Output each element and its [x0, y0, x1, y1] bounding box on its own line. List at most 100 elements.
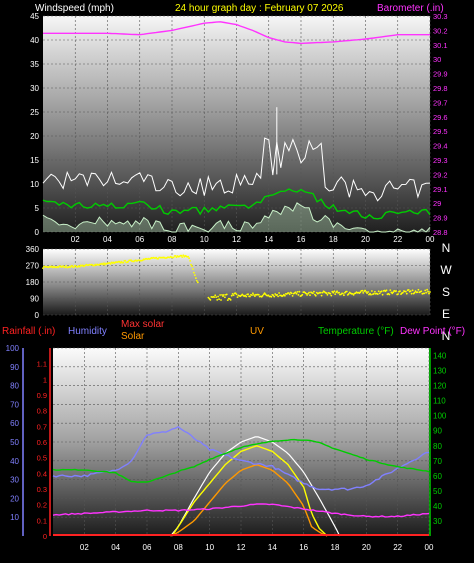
legend-uv: UV: [250, 326, 264, 337]
wind-direction-point: [407, 289, 410, 291]
barometer-line: [43, 21, 430, 45]
wind-direction-point: [290, 292, 293, 295]
wind-direction-point: [223, 294, 225, 296]
wind-direction-point: [209, 299, 212, 301]
wind-direction-point: [124, 259, 127, 262]
wind-direction-point: [343, 294, 345, 297]
wind-direction-point: [109, 263, 112, 265]
wind-direction-point: [247, 293, 250, 296]
wind-direction-point: [215, 296, 218, 298]
wind-direction-point: [376, 293, 379, 295]
wind-direction-point: [62, 265, 65, 267]
wind-direction-point: [195, 280, 198, 282]
wind-tick-label: 30: [30, 84, 39, 93]
wind-direction-point: [298, 290, 301, 293]
rain-tick-label: 0.3: [37, 485, 47, 494]
wind-direction-point: [426, 288, 428, 291]
wind-tick-label: 35: [30, 60, 39, 69]
time-tick-label: 04: [111, 543, 120, 552]
wind-direction-point: [78, 266, 81, 268]
wind-direction-point: [336, 290, 338, 293]
rain-tick-label: 0.2: [37, 501, 47, 510]
wind-direction-point: [429, 291, 431, 293]
wind-tick-label: 0: [35, 228, 40, 237]
wind-direction-point: [370, 293, 372, 296]
wind-direction-point: [253, 294, 255, 296]
wind-direction-point: [277, 295, 279, 298]
time-tick-label: 02: [71, 235, 80, 244]
temperature-tick-label: 90: [433, 427, 442, 436]
wind-direction-point: [261, 294, 264, 297]
wind-direction-point: [220, 299, 222, 301]
temperature-tick-label: 30: [433, 517, 442, 526]
compass-label: W: [440, 263, 452, 277]
rain-tick-label: 0.9: [37, 391, 47, 400]
rain-tick-label: 1: [43, 375, 47, 384]
wind-direction-point: [367, 291, 369, 293]
legend-rainfall: Rainfall (.in): [2, 326, 55, 337]
wind-direction-point: [321, 291, 324, 294]
rain-tick-label: 0.7: [37, 422, 47, 431]
barometer-tick-label: 30.1: [433, 41, 448, 50]
humidity-tick-label: 40: [10, 457, 19, 466]
temperature-tick-label: 70: [433, 457, 442, 466]
wind-direction-point: [333, 290, 336, 293]
wind-direction-point: [273, 295, 276, 298]
temperature-line: [52, 438, 430, 483]
barometer-tick-label: 29.8: [433, 84, 448, 93]
wind-direction-point: [377, 290, 380, 293]
wind-direction-point: [427, 290, 429, 293]
time-tick-label: 08: [168, 235, 177, 244]
legend-dew-point: Dew Point (°F): [400, 326, 465, 337]
wind-direction-point: [175, 256, 178, 259]
wind-direction-point: [224, 296, 226, 299]
wind-direction-point: [221, 294, 223, 296]
barometer-tick-label: 29.9: [433, 70, 448, 79]
time-tick-label: 16: [297, 235, 306, 244]
wind-direction-point: [42, 267, 44, 269]
time-tick-label: 02: [80, 543, 89, 552]
wind-gust-line: [42, 137, 431, 202]
wind-direction-point: [428, 292, 430, 295]
wind-direction-point: [235, 293, 238, 296]
time-tick-label: 22: [393, 543, 402, 552]
wind-direction-point: [278, 292, 280, 294]
time-tick-label: 12: [232, 235, 241, 244]
wind-direction-point: [411, 289, 414, 292]
wind-direction-point: [272, 294, 275, 297]
wind-direction-point: [172, 256, 175, 259]
wind-direction-point: [267, 294, 270, 297]
humidity-tick-label: 100: [6, 344, 20, 353]
wind-direction-point: [192, 268, 194, 270]
wind-lull-line: [42, 202, 431, 233]
wind-direction-point: [424, 289, 427, 292]
wind-direction-point: [57, 266, 60, 269]
barometer-tick-label: 30.3: [433, 12, 448, 21]
chart-title: 24 hour graph day : February 07 2026: [175, 3, 344, 14]
wind-direction-point: [226, 299, 229, 301]
wind-direction-point: [174, 255, 177, 257]
wind-direction-point: [338, 291, 340, 294]
uv-line: [171, 445, 327, 537]
wind-direction-point: [402, 291, 404, 294]
temperature-tick-label: 120: [433, 382, 447, 391]
rain-tick-label: 0: [43, 532, 47, 541]
legend-humidity: Humidity: [68, 326, 107, 337]
compass-label: N: [442, 329, 451, 343]
time-tick-label: 20: [362, 543, 371, 552]
wind-direction-point: [345, 290, 348, 293]
wind-direction-point: [325, 292, 328, 295]
rain-tick-label: 1.1: [37, 360, 47, 369]
wind-direction-point: [103, 262, 105, 265]
temperature-tick-label: 60: [433, 472, 442, 481]
humidity-tick-label: 70: [10, 400, 19, 409]
wind-direction-point: [251, 294, 253, 296]
wind-direction-point: [225, 293, 228, 296]
compass-label: S: [442, 285, 450, 299]
wind-direction-point: [385, 289, 388, 292]
wind-direction-point: [270, 295, 273, 298]
wind-direction-point: [232, 294, 235, 296]
humidity-tick-label: 20: [10, 494, 19, 503]
